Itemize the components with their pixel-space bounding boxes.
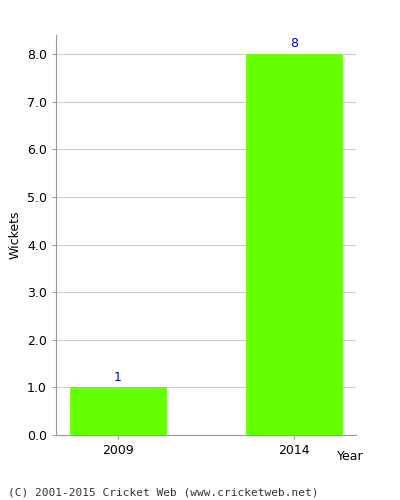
Text: 1: 1 [114, 370, 122, 384]
Y-axis label: Wickets: Wickets [8, 211, 22, 259]
Bar [70, 388, 166, 435]
Text: 8: 8 [290, 37, 298, 50]
Text: (C) 2001-2015 Cricket Web (www.cricketweb.net): (C) 2001-2015 Cricket Web (www.cricketwe… [8, 488, 318, 498]
Text: Year: Year [337, 450, 364, 463]
Bar [246, 54, 342, 435]
